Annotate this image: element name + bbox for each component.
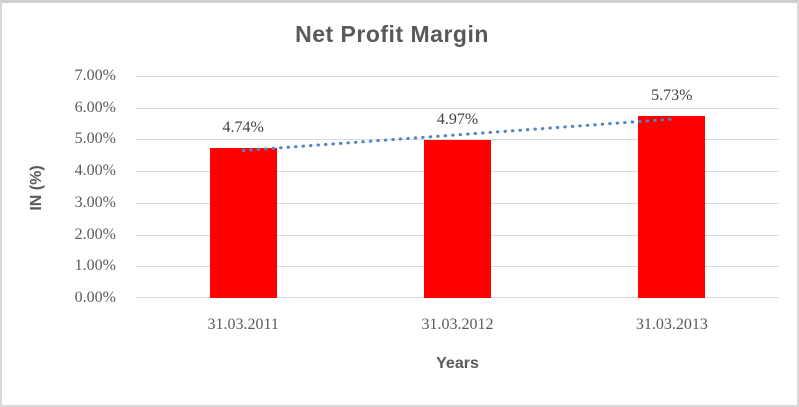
y-axis-tick-label: 3.00% — [74, 193, 116, 211]
gridline — [136, 108, 779, 109]
y-axis-tick-label: 4.00% — [74, 162, 116, 180]
bar — [209, 147, 277, 298]
data-label: 4.74% — [222, 118, 264, 136]
x-axis-tick-label: 31.03.2013 — [635, 316, 708, 333]
x-axis-tick-label: 31.03.2011 — [207, 316, 279, 333]
y-axis-tick-label: 5.00% — [74, 130, 116, 148]
chart-title: Net Profit Margin — [295, 21, 489, 47]
bar — [424, 140, 491, 298]
x-axis-title: Years — [436, 355, 479, 372]
x-axis-tick-label: 31.03.2012 — [421, 316, 494, 333]
data-label: 4.97% — [436, 111, 479, 129]
gridline — [136, 76, 779, 77]
y-axis-tick-label: 2.00% — [74, 225, 116, 243]
plot-area: 4.74% 4.97% 5.73% — [136, 76, 779, 298]
bar — [638, 116, 706, 298]
y-axis-tick-label: 7.00% — [74, 67, 116, 84]
y-axis-tick-label: 6.00% — [74, 98, 116, 116]
data-label: 5.73% — [651, 87, 693, 105]
y-axis-tick-label: 1.00% — [74, 257, 116, 275]
y-axis-tick-label: 0.00% — [74, 289, 116, 306]
